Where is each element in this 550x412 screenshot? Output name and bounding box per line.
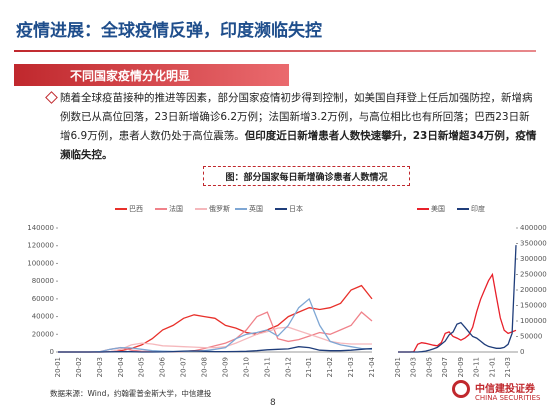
x-tick-label: 20-03: [410, 357, 418, 377]
body-bold: 但印度近日新增患者人数快速攀升，23日新增超34万例，疫情濒临失控。: [60, 130, 537, 161]
x-tick-label: 20-11: [473, 357, 481, 377]
x-tick-label: 21-04: [368, 356, 376, 377]
x-tick-label: 20-09: [457, 357, 465, 377]
y-tick-label: 0: [520, 348, 524, 356]
section-banner: [14, 64, 289, 86]
logo-cn: 中信建投证券: [475, 384, 535, 395]
series-line: [398, 272, 517, 353]
body-paragraph: 随着全球疫苗接种的推进等因素，部分国家疫情初步得到控制，如美国自拜登上任后加强防…: [60, 89, 540, 165]
x-tick-label: 20-04: [117, 356, 125, 377]
series-line: [58, 326, 372, 353]
x-tick-label: 21-01: [488, 357, 496, 377]
y-tick-label: 400000: [520, 224, 547, 232]
x-tick-label: 20-10: [242, 357, 250, 377]
x-tick-label: 21-02: [326, 357, 334, 377]
x-tick-label: 20-12: [284, 357, 292, 377]
section-heading: 不同国家疫情分化明显: [70, 69, 191, 83]
y-tick-label: 300000: [520, 255, 547, 263]
title-rule: [14, 50, 536, 52]
slide-title: 疫情进展：全球疫情反弹，印度濒临失控: [16, 21, 322, 41]
series-line: [58, 284, 373, 353]
x-tick-label: 20-01: [394, 357, 402, 377]
x-tick-label: 20-07: [180, 357, 188, 377]
page-number: 8: [270, 398, 276, 408]
series-line: [58, 346, 373, 353]
y-tick-label: 120000: [27, 242, 54, 250]
y-tick-label: 150000: [520, 302, 547, 310]
x-tick-label: 20-09: [221, 357, 229, 377]
x-tick-label: 20-01: [54, 357, 62, 377]
logo-en: CHINA SECURITIES: [475, 394, 541, 402]
figure-caption: 图：部分国家每日新增确诊患者人数情况: [225, 173, 388, 183]
y-tick-label: 100000: [520, 317, 547, 325]
x-tick-label: 20-07: [441, 357, 449, 377]
y-tick-label: 350000: [520, 240, 547, 248]
y-tick-label: 0: [50, 348, 54, 356]
legend-label: 法国: [169, 204, 183, 213]
legend-label: 英国: [249, 204, 263, 213]
logo-icon: [452, 380, 470, 398]
y-tick-label: 20000: [32, 330, 54, 338]
legend-label: 美国: [431, 204, 445, 213]
body-text: 随着全球疫苗接种的推进等因素，部分国家疫情初步得到控制，如美国自拜登上任后加强防…: [60, 92, 533, 142]
legend-label: 俄罗斯: [209, 204, 230, 213]
series-line: [398, 245, 517, 353]
x-tick-label: 20-08: [201, 357, 209, 377]
legend-label: 巴西: [129, 205, 143, 213]
x-tick-label: 20-03: [96, 357, 104, 377]
y-tick-label: 250000: [520, 271, 547, 279]
x-tick-label: 20-11: [263, 357, 271, 377]
y-tick-label: 40000: [32, 313, 54, 321]
x-tick-label: 20-05: [138, 357, 146, 377]
legend-label: 印度: [471, 204, 485, 213]
x-tick-label: 20-05: [425, 357, 433, 377]
series-line: [58, 297, 373, 353]
y-tick-label: 200000: [520, 286, 547, 294]
x-tick-label: 20-06: [159, 356, 167, 377]
x-tick-label: 21-01: [305, 357, 313, 377]
caption-box: [203, 166, 410, 186]
x-tick-label: 21-03: [504, 357, 512, 377]
y-tick-label: 80000: [32, 277, 54, 285]
y-tick-label: 100000: [27, 259, 54, 267]
x-tick-label: 21-03: [347, 357, 355, 377]
y-tick-label: 50000: [520, 333, 542, 341]
x-tick-label: 20-02: [75, 357, 83, 377]
legend-label: 日本: [289, 204, 303, 213]
source-note: 数据来源：Wind，约翰霍普金斯大学，中信建投: [50, 389, 212, 398]
y-tick-label: 60000: [32, 295, 54, 303]
y-tick-label: 140000: [27, 224, 54, 232]
